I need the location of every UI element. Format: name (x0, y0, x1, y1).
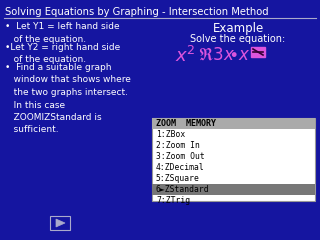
Text: Solve the equation:: Solve the equation: (190, 34, 286, 44)
Text: ZOOM  MEMORY: ZOOM MEMORY (156, 119, 216, 128)
Polygon shape (56, 219, 65, 227)
Bar (152, 118, 315, 201)
Text: $\bullet$$x$: $\bullet$$x$ (228, 46, 250, 64)
Text: 2:Zoom In: 2:Zoom In (156, 141, 200, 150)
Text: 6►ZStandard: 6►ZStandard (156, 185, 210, 194)
Text: 3:Zoom Out: 3:Zoom Out (156, 152, 205, 161)
Text: 7:ZTrig: 7:ZTrig (156, 196, 190, 205)
Text: Example: Example (212, 22, 264, 35)
Bar (152, 118, 315, 129)
Text: 5:ZSquare: 5:ZSquare (156, 174, 200, 183)
Text: $\mathfrak{R}$$3x$: $\mathfrak{R}$$3x$ (198, 46, 235, 64)
Text: $x^2$: $x^2$ (175, 46, 196, 66)
Bar (50, 216, 70, 230)
Bar (152, 184, 315, 195)
Text: •  Find a suitable graph
   window that shows where
   the two graphs intersect.: • Find a suitable graph window that show… (5, 63, 131, 134)
Text: Solving Equations by Graphing - Intersection Method: Solving Equations by Graphing - Intersec… (5, 7, 268, 17)
Text: 4:ZDecimal: 4:ZDecimal (156, 163, 205, 172)
Text: •Let Y2 = right hand side
   of the equation.: •Let Y2 = right hand side of the equatio… (5, 43, 120, 65)
Text: 1:ZBox: 1:ZBox (156, 130, 185, 139)
Text: •  Let Y1 = left hand side
   of the equation.: • Let Y1 = left hand side of the equatio… (5, 22, 120, 43)
FancyBboxPatch shape (251, 47, 265, 57)
